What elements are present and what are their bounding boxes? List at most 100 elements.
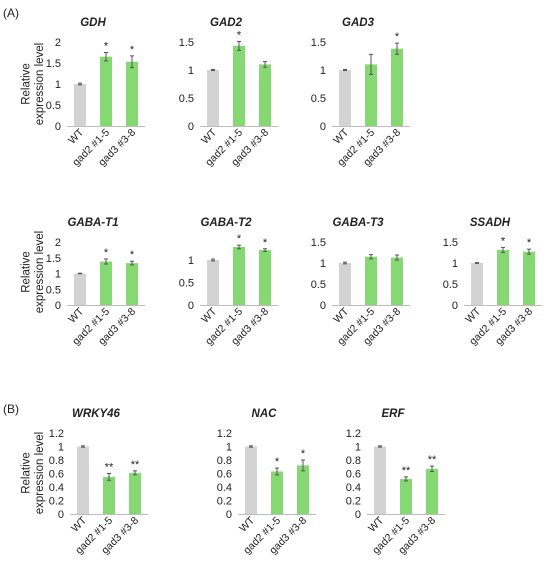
bar-wt: [77, 446, 89, 514]
significance-marker: *: [395, 31, 400, 43]
bar-gad2: [497, 249, 509, 305]
chart-title: GABA-T1: [67, 217, 118, 229]
y-tick-label: 0.4: [217, 482, 232, 494]
bar-wt: [74, 84, 86, 126]
x-category-label: WT: [331, 126, 351, 146]
bar-gad2: [233, 246, 245, 305]
y-tick-label: 0.5: [46, 284, 61, 296]
y-tick-label: 0: [188, 121, 194, 133]
significance-marker: *: [130, 44, 135, 56]
charts-area: Relativeexpression levelRelativeexpressi…: [21, 17, 542, 557]
x-category-label: WT: [366, 514, 386, 534]
bar-gad2: [271, 471, 283, 514]
bar-gad3: [126, 61, 138, 126]
significance-marker: **: [131, 459, 140, 471]
chart-title: WRKY46: [72, 408, 121, 420]
bar-gad3: [259, 64, 271, 126]
y-tick-label: 1: [55, 269, 61, 281]
bar-gad3: [297, 465, 309, 514]
significance-marker: **: [105, 462, 114, 474]
y-tick-label: 0.5: [179, 278, 194, 290]
bar-gad2: [400, 478, 412, 514]
x-category-label: WT: [199, 126, 219, 146]
y-tick-label: 0: [320, 300, 326, 312]
y-tick-label: 0.5: [443, 279, 458, 291]
significance-marker: *: [301, 448, 306, 460]
y-axis-label-line1: Relative: [21, 63, 33, 105]
x-category-label: WT: [69, 514, 89, 534]
y-tick-label: 0: [188, 300, 194, 312]
y-tick-label: 1.2: [217, 428, 232, 440]
y-axis-label-line2: expression level: [34, 432, 46, 514]
y-tick-label: 1: [320, 65, 326, 77]
significance-marker: **: [402, 465, 411, 477]
bar-gad3: [259, 250, 271, 305]
panel-label-b: (B): [3, 402, 19, 416]
chart-title: GAD2: [210, 17, 243, 29]
y-tick-label: 0.6: [49, 469, 64, 481]
bar-gad3: [426, 468, 438, 514]
significance-marker: *: [237, 29, 242, 41]
y-tick-label: 0: [355, 509, 361, 521]
significance-marker: *: [130, 249, 135, 261]
y-axis-label-line1: Relative: [21, 251, 33, 293]
y-tick-label: 0.8: [346, 455, 361, 467]
significance-marker: *: [275, 456, 280, 468]
bar-wt: [339, 263, 351, 305]
bar-gad3: [129, 472, 141, 514]
y-axis-label-line2: expression level: [34, 231, 46, 313]
significance-marker: **: [428, 454, 437, 466]
y-axis-label: Relativeexpression level: [21, 432, 46, 514]
y-tick-label: 0.4: [346, 482, 361, 494]
y-tick-label: 1.2: [49, 428, 64, 440]
significance-marker: *: [237, 233, 242, 245]
x-category-label: WT: [463, 305, 483, 325]
bar-wt: [471, 263, 483, 305]
y-tick-label: 0.4: [49, 482, 64, 494]
x-category-label: WT: [331, 305, 351, 325]
x-category-label: WT: [66, 126, 86, 146]
significance-marker: *: [104, 247, 109, 259]
y-tick-label: 0.2: [346, 496, 361, 508]
chart-title: ERF: [382, 408, 406, 420]
y-tick-label: 1: [226, 442, 232, 454]
bar-gad2: [100, 261, 112, 305]
y-tick-label: 0.5: [179, 93, 194, 105]
chart-title: GAD3: [342, 17, 375, 29]
y-tick-label: 0: [58, 509, 64, 521]
y-tick-label: 1.2: [346, 428, 361, 440]
bar-gad3: [391, 48, 403, 126]
y-tick-label: 0.8: [49, 455, 64, 467]
y-tick-label: 0.5: [311, 93, 326, 105]
x-category-label: WT: [66, 305, 86, 325]
chart-title: SSADH: [470, 217, 511, 229]
y-tick-label: 0.5: [46, 100, 61, 112]
bar-gad2: [365, 256, 377, 305]
y-tick-label: 1: [452, 258, 458, 270]
y-tick-label: 1.5: [46, 58, 61, 70]
y-tick-label: 1.5: [46, 253, 61, 265]
bar-gad2: [100, 56, 112, 127]
bar-gad2: [233, 45, 245, 126]
bar-wt: [207, 70, 219, 126]
y-tick-label: 1: [58, 442, 64, 454]
significance-marker: *: [104, 41, 109, 53]
chart-title: NAC: [252, 408, 278, 420]
panel-label-a: (A): [3, 6, 19, 20]
y-tick-label: 0.8: [217, 455, 232, 467]
bar-wt: [339, 70, 351, 126]
y-tick-label: 0: [55, 121, 61, 133]
y-tick-label: 0: [226, 509, 232, 521]
y-tick-label: 1: [320, 258, 326, 270]
chart-title: GDH: [80, 17, 106, 29]
y-tick-label: 1: [55, 79, 61, 91]
